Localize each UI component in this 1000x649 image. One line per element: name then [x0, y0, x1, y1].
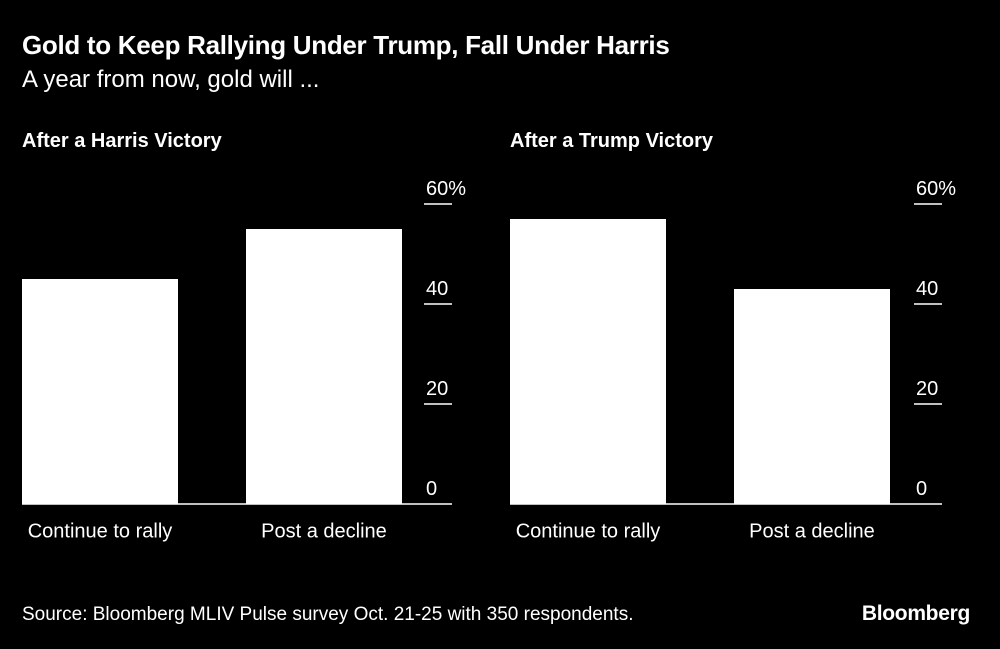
y-tick-label-harris-40: 40 [426, 278, 448, 300]
y-tick-label-harris-60: 60% [426, 178, 466, 200]
y-tick-label-trump-60: 60% [916, 178, 956, 200]
x-tick-label-trump-2: Post a decline [749, 521, 875, 543]
y-tick-label-trump-20: 20 [916, 378, 938, 400]
chart-subtitle: A year from now, gold will ... [22, 66, 320, 93]
x-tick-label-harris-2: Post a decline [261, 521, 387, 543]
bar-harris-1 [22, 279, 178, 504]
bloomberg-logo: Bloomberg [861, 602, 970, 625]
source-note: Source: Bloomberg MLIV Pulse survey Oct.… [22, 604, 634, 625]
x-tick-label-trump-1: Continue to rally [516, 521, 661, 543]
panel-title-trump: After a Trump Victory [510, 130, 714, 152]
bar-trump-2 [734, 289, 890, 504]
bar-harris-2 [246, 229, 402, 504]
y-tick-label-harris-0: 0 [426, 478, 437, 500]
y-tick-label-harris-20: 20 [426, 378, 448, 400]
x-tick-label-harris-1: Continue to rally [28, 521, 173, 543]
y-tick-label-trump-0: 0 [916, 478, 927, 500]
panel-title-harris: After a Harris Victory [22, 130, 222, 152]
y-tick-label-trump-40: 40 [916, 278, 938, 300]
bar-trump-1 [510, 219, 666, 504]
chart-title: Gold to Keep Rallying Under Trump, Fall … [22, 30, 670, 60]
